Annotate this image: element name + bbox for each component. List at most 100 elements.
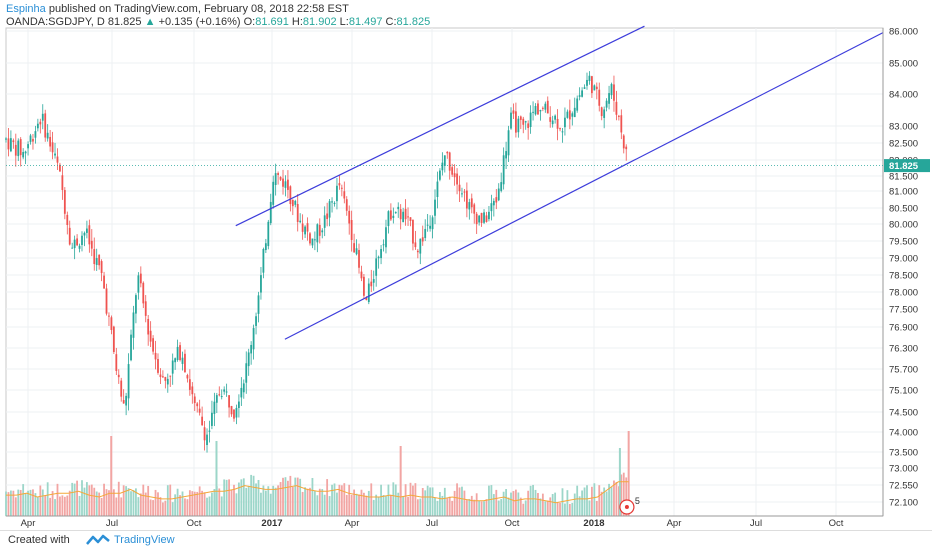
candle-body [184, 353, 186, 372]
time-axis[interactable]: Apr Jul Oct 2017 Apr Jul Oct 2018 Apr Jul Oct [6, 515, 883, 529]
candle-body [365, 297, 368, 301]
candle-body [529, 112, 532, 127]
candle-body [78, 245, 81, 249]
candle-body [522, 118, 525, 125]
candle-body [588, 75, 591, 81]
candle-body [44, 113, 47, 138]
volume-bar [208, 496, 211, 516]
candle-body [367, 283, 370, 303]
candle-body [478, 215, 481, 223]
candle-body [615, 101, 618, 115]
volume-bar [7, 492, 10, 516]
volume-bar [169, 484, 172, 516]
volume-bar [237, 482, 240, 516]
price-axis[interactable]: 86.00085.00084.00083.00082.50082.00081.5… [6, 27, 930, 517]
volume-bar [323, 494, 326, 516]
candle-body [549, 117, 552, 122]
volume-bar [424, 490, 427, 516]
volume-bar [512, 491, 515, 516]
candle-body [291, 199, 294, 207]
tradingview-link[interactable]: TradingView [114, 534, 175, 546]
candle-body [54, 153, 56, 156]
volume-bar [144, 492, 147, 516]
volume-bar [233, 484, 235, 516]
candle-body [81, 235, 83, 245]
volume-bar [583, 487, 586, 516]
candle-body [85, 228, 88, 233]
candle-body [56, 156, 59, 163]
volume-bar [446, 498, 449, 516]
candle-body [431, 217, 434, 230]
candle-body [456, 173, 458, 185]
volume-bar [164, 500, 167, 516]
candle-body [32, 138, 34, 142]
candle-body [29, 135, 32, 142]
candle-body [387, 211, 390, 227]
candle-body [14, 144, 17, 156]
volume-bar [103, 483, 105, 516]
volume-spike [627, 431, 630, 516]
plot-frame [5, 27, 884, 517]
volume-bar [541, 493, 544, 516]
volume-bar [419, 498, 422, 516]
volume-bar [497, 500, 500, 516]
volume-spike [399, 446, 402, 516]
candle-body [98, 254, 101, 266]
candle-body [318, 224, 321, 236]
candle-body [294, 200, 297, 205]
y-tick-label: 86.000 [889, 27, 918, 38]
volume-bar [564, 503, 566, 516]
volume-bar [117, 481, 120, 516]
volume-bar [213, 489, 216, 516]
candle-body [409, 217, 412, 221]
volume-bar [485, 499, 488, 516]
candle-body [27, 144, 29, 149]
volume-bar [470, 495, 473, 516]
candle-body [71, 247, 74, 249]
volume-bar [14, 497, 17, 516]
candle-body [338, 183, 341, 186]
volume-bar [461, 486, 463, 516]
volume-bar [544, 501, 547, 516]
volume-alert-badge[interactable]: 5 [619, 496, 640, 515]
volume-bar [566, 490, 569, 516]
candle-body [375, 258, 378, 276]
volume-bar [345, 494, 348, 516]
candle-body [17, 140, 20, 157]
candle-body [389, 210, 392, 220]
author-link[interactable]: Espinha [6, 3, 46, 15]
candle-body [93, 249, 96, 265]
volume-bar [191, 491, 194, 516]
candle-body [488, 211, 490, 220]
candle-body [277, 173, 280, 175]
volume-bar [463, 490, 466, 516]
candle-body [424, 228, 427, 239]
candle-body [355, 248, 358, 255]
volume-bar [71, 482, 74, 516]
volume-bar [340, 485, 343, 516]
candle-body [76, 238, 78, 246]
volume-bar [549, 497, 552, 516]
symbol-label[interactable]: OANDA:SGDJPY, D [6, 16, 105, 28]
candle-body [544, 103, 547, 110]
volume-bar [279, 482, 282, 516]
candle-body [590, 76, 593, 94]
volume-bar [186, 499, 189, 516]
candle-body [554, 115, 557, 120]
candle-body [321, 230, 324, 233]
candle-body [436, 181, 439, 198]
volume-bar [353, 489, 356, 516]
candle-body [164, 376, 167, 381]
candle-body [73, 239, 76, 249]
trendlines[interactable] [235, 25, 884, 340]
low-value: 81.497 [348, 16, 383, 28]
x-tick-label: 2018 [583, 518, 604, 529]
volume-bar [27, 490, 29, 516]
candle-body [620, 115, 623, 133]
tradingview-logo-icon[interactable] [86, 533, 110, 550]
volume-bar [350, 494, 353, 516]
volume-bar [348, 484, 351, 516]
candle-body [66, 214, 69, 226]
volume-bar [416, 499, 419, 516]
